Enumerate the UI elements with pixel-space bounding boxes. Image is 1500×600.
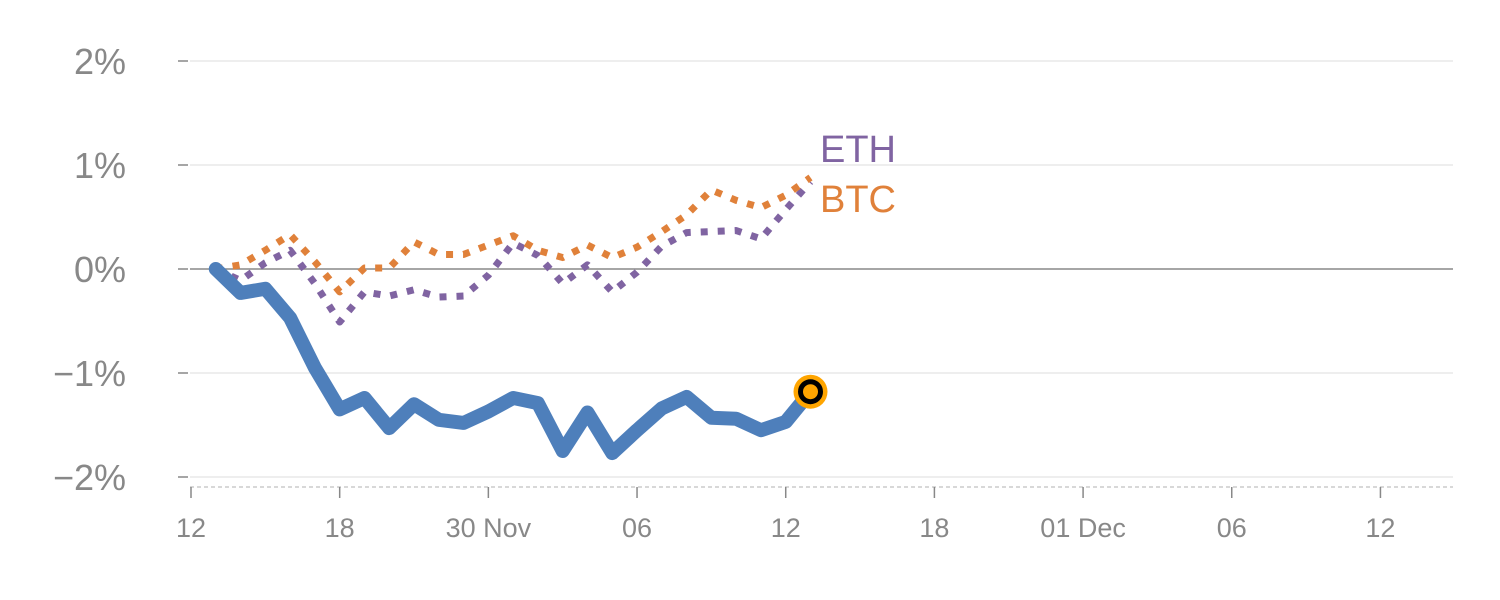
end-marker <box>798 379 823 405</box>
x-tick-label: 18 <box>919 513 949 543</box>
y-tick-label: −1% <box>53 353 126 394</box>
data-point-eth <box>711 231 712 232</box>
data-point-eth <box>513 243 514 244</box>
x-tick-label: 01 Dec <box>1040 513 1126 543</box>
y-axis: 2% 1% 0% −1% −2% <box>53 41 188 498</box>
data-point-eth <box>760 238 761 239</box>
x-tick-label: 18 <box>325 513 355 543</box>
data-point-eth <box>661 246 662 247</box>
gridlines <box>190 60 1453 478</box>
data-point-btc <box>661 231 662 232</box>
data-point-eth <box>389 296 390 297</box>
data-point-btc <box>438 254 439 255</box>
x-tick-label: 06 <box>622 513 652 543</box>
data-point-btc <box>240 264 241 265</box>
series-lines <box>208 174 828 461</box>
data-point-eth <box>364 291 365 292</box>
x-axis: 12 18 30 Nov 06 12 18 01 Dec 06 12 <box>176 486 1453 543</box>
data-point-eth <box>438 297 439 298</box>
x-tick-label: 12 <box>176 513 206 543</box>
x-tick-label: 12 <box>1365 513 1395 543</box>
data-point-eth <box>785 209 786 210</box>
data-point-btc <box>686 214 687 215</box>
data-point-eth <box>562 283 563 284</box>
data-point-btc <box>785 195 786 196</box>
series-label-btc: BTC <box>820 179 896 221</box>
data-point-btc <box>290 234 291 235</box>
series-label-eth: ETH <box>820 129 896 171</box>
data-point-btc <box>612 257 613 258</box>
data-point-eth <box>414 289 415 290</box>
data-point-eth <box>612 291 613 292</box>
y-tick-label: 0% <box>74 249 126 290</box>
y-tick-label: 2% <box>74 41 126 82</box>
x-tick-label: 06 <box>1217 513 1247 543</box>
x-tick-label: 12 <box>771 513 801 543</box>
data-point-btc <box>414 241 415 242</box>
data-point-eth <box>314 283 315 284</box>
series-labels: ETH BTC <box>820 129 896 221</box>
data-point-btc <box>760 207 761 208</box>
data-point-eth <box>240 280 241 281</box>
y-tick-label: −2% <box>53 457 126 498</box>
series-line-btc <box>215 174 813 296</box>
y-tick-label: 1% <box>74 145 126 186</box>
x-tick-label: 30 Nov <box>446 513 532 543</box>
data-point-btc <box>537 250 538 251</box>
series-line-main <box>208 262 818 461</box>
data-point-btc <box>488 245 489 246</box>
data-point-btc <box>711 189 712 190</box>
